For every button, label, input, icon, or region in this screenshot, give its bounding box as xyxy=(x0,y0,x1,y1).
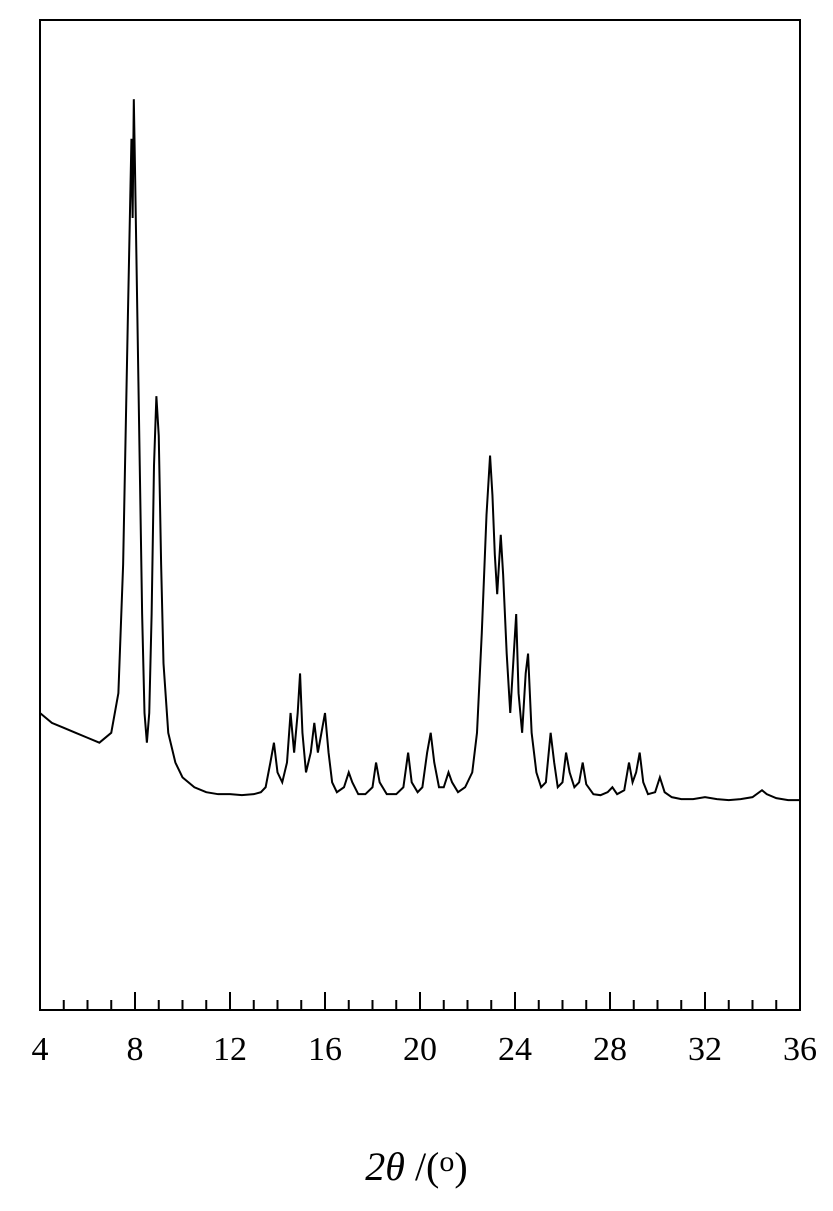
xrd-chart: 4 8 12 16 20 24 28 32 36 2θ /(o) xyxy=(0,0,833,1211)
x-axis-title: 2θ /(o) xyxy=(365,1144,467,1189)
x-tick-label: 32 xyxy=(688,1031,722,1068)
x-tick-label: 4 xyxy=(32,1031,49,1068)
x-tick-label: 12 xyxy=(213,1031,247,1068)
x-tick-label: 16 xyxy=(308,1031,342,1068)
chart-svg: 4 8 12 16 20 24 28 32 36 2θ /(o) xyxy=(0,0,833,1211)
x-tick-label: 8 xyxy=(127,1031,144,1068)
x-tick-label: 28 xyxy=(593,1031,627,1068)
x-tick-label: 24 xyxy=(498,1031,532,1068)
x-tick-label: 36 xyxy=(783,1031,817,1068)
x-tick-label: 20 xyxy=(403,1031,437,1068)
